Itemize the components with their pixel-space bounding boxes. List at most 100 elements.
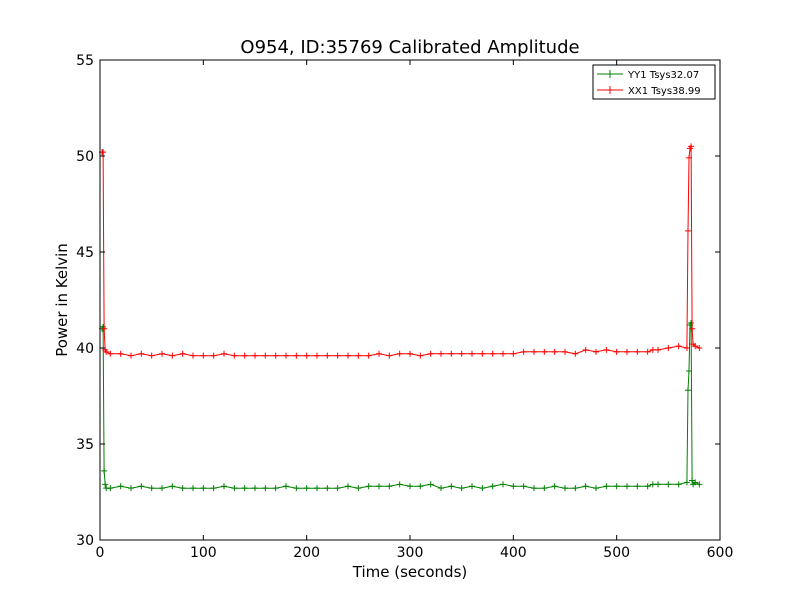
series-0-point-48 [551, 483, 558, 490]
series-1-point-6 [117, 350, 124, 357]
series-0-point-45 [520, 483, 527, 490]
series-1-point-23 [293, 352, 300, 359]
series-1-point-14 [200, 352, 207, 359]
series-1-point-18 [241, 352, 248, 359]
series-0-point-63 [684, 387, 691, 394]
series-0-point-32 [386, 483, 393, 490]
series-1-point-33 [396, 350, 403, 357]
series-0-point-17 [231, 485, 238, 492]
series-1-point-26 [324, 352, 331, 359]
series-1-point-13 [190, 352, 196, 359]
series-1-point-62 [683, 345, 690, 351]
series-0-point-58 [649, 481, 656, 488]
series-1-point-49 [562, 348, 568, 355]
series-0-point-56 [634, 483, 641, 490]
series-0-point-8 [138, 483, 145, 490]
series-0-point-23 [293, 485, 300, 492]
series-0-point-46 [531, 485, 537, 492]
series-0-point-29 [355, 485, 362, 492]
y-axis-label: Power in Kelvin [53, 243, 71, 357]
series-0-point-3 [102, 481, 109, 488]
series-0-point-18 [241, 485, 248, 492]
series-0-point-59 [655, 481, 661, 488]
series-1-point-22 [283, 352, 289, 359]
series-0-point-26 [324, 485, 331, 492]
series-1-point-60 [665, 345, 672, 351]
series-0-point-38 [448, 483, 455, 490]
series-1-point-19 [252, 352, 258, 359]
series-1-point-50 [572, 350, 579, 357]
series-1-point-51 [582, 346, 589, 353]
series-0-point-62 [683, 479, 690, 486]
series-1-point-16 [221, 350, 227, 357]
series-0-point-6 [117, 483, 124, 490]
series-0-point-47 [541, 485, 548, 492]
series-0-point-20 [262, 485, 269, 492]
series-0-point-49 [562, 485, 568, 492]
series-0-point-5 [107, 485, 114, 492]
series-1-point-43 [500, 350, 506, 357]
series-0-point-19 [252, 485, 258, 492]
series-0-point-64 [686, 368, 692, 375]
legend-frame [592, 64, 716, 100]
series-0-point-60 [665, 481, 672, 488]
series-0-point-51 [582, 483, 589, 490]
series-1-point-21 [272, 352, 279, 359]
series-1-point-36 [427, 350, 434, 357]
x-tick-label-300: 300 [397, 545, 424, 561]
x-tick-label-500: 500 [603, 545, 630, 561]
series-1-point-28 [345, 352, 351, 359]
series-1-point-11 [169, 352, 176, 359]
series-0-point-27 [334, 485, 341, 492]
series-0-point-28 [345, 483, 351, 490]
series-0-point-44 [510, 483, 517, 490]
series-group [99, 143, 703, 492]
series-0-point-25 [314, 485, 320, 492]
y-tick-label-55: 55 [76, 53, 94, 69]
series-0-point-42 [489, 483, 496, 490]
series-0-point-54 [613, 483, 620, 490]
series-1-point-32 [386, 352, 393, 359]
series-0-point-61 [675, 481, 682, 488]
series-1-point-59 [655, 346, 661, 353]
x-tick-label-100: 100 [190, 545, 217, 561]
series-1-point-9 [148, 352, 155, 359]
series-1-point-56 [634, 348, 641, 355]
y-tick-label-30: 30 [76, 533, 94, 549]
series-0-point-53 [603, 483, 610, 490]
series-0-point-34 [407, 483, 413, 490]
x-tick-label-200: 200 [293, 545, 320, 561]
series-1-point-10 [159, 350, 165, 357]
series-0-point-69 [692, 479, 699, 486]
series-0-point-12 [179, 485, 186, 492]
y-tick-label-50: 50 [76, 149, 94, 165]
series-1-point-70 [696, 345, 703, 351]
series-1-point-48 [551, 348, 558, 355]
chart-title: O954, ID:35769 Calibrated Amplitude [240, 37, 579, 58]
series-1-point-31 [376, 350, 382, 357]
series-1-point-52 [593, 348, 599, 355]
series-1-point-34 [407, 350, 413, 357]
legend-label-yy1: YY1 Tsys32.07 [627, 70, 699, 81]
series-0-point-52 [593, 485, 599, 492]
series-0-point-14 [200, 485, 207, 492]
series-1-point-27 [334, 352, 341, 359]
y-tick-label-45: 45 [76, 245, 94, 261]
series-1-point-64 [686, 154, 692, 161]
series-1-point-7 [128, 352, 134, 359]
series-1-point-42 [489, 350, 496, 357]
series-0-point-9 [148, 485, 155, 492]
series-0-point-37 [438, 485, 444, 492]
series-1-point-66 [688, 143, 695, 150]
series-1-point-63 [684, 227, 691, 234]
series-0-point-43 [500, 481, 506, 488]
series-1-point-58 [649, 346, 656, 353]
series-0-point-57 [644, 483, 651, 490]
series-0-point-39 [458, 485, 465, 492]
series-1-point-38 [448, 350, 455, 357]
legend-marker-xx1 [606, 86, 614, 94]
legend-entry-yy1: YY1 Tsys32.07 [597, 70, 699, 81]
series-0-point-10 [159, 485, 165, 492]
series-1-point-69 [692, 343, 699, 350]
